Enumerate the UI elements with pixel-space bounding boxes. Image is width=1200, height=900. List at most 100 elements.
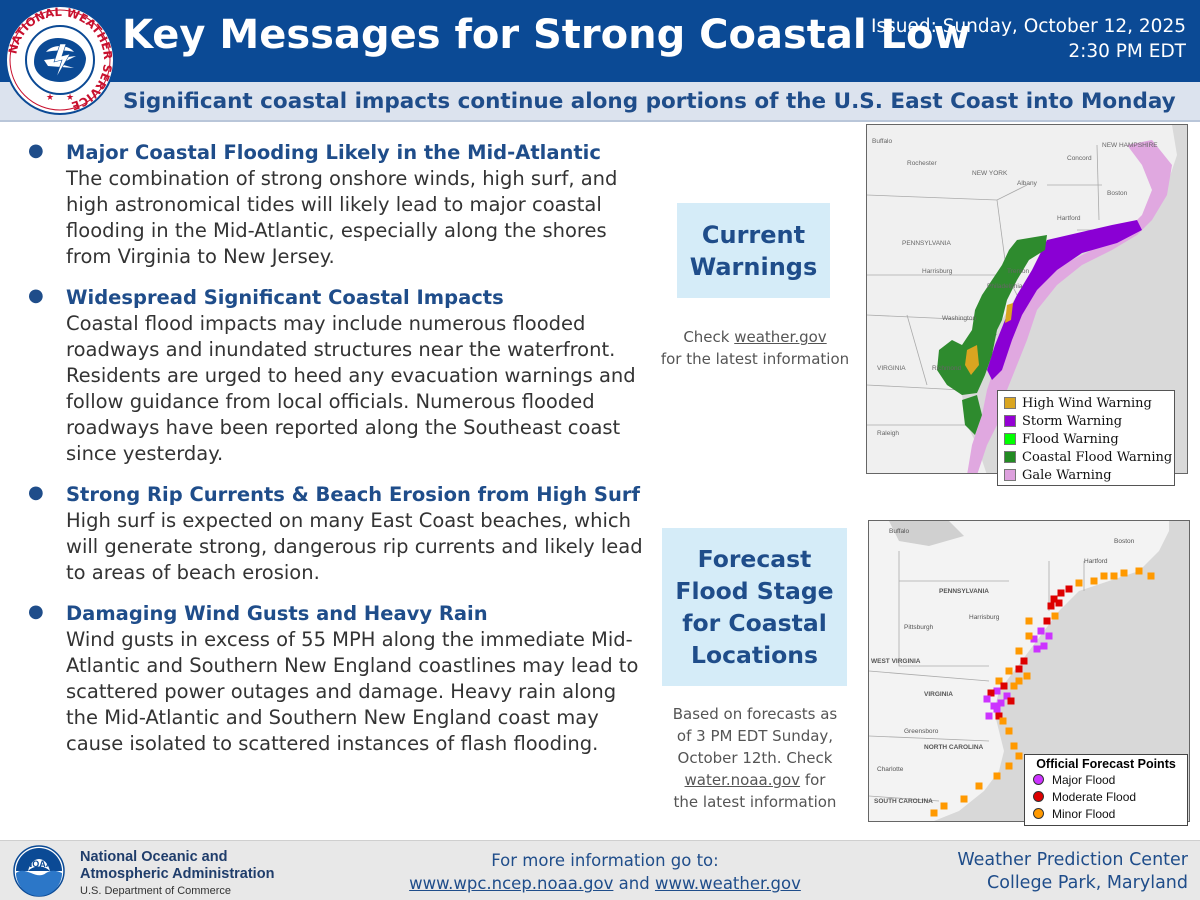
key-message-2: ● Widespread Significant Coastal Impacts… xyxy=(24,285,644,467)
legend-row-coastal-flood: Coastal Flood Warning xyxy=(998,448,1174,466)
warnings-note: Check weather.gov for the latest informa… xyxy=(660,326,850,370)
map-label-charlotte: Charlotte xyxy=(877,766,904,773)
noaa-logo-icon: NOAA xyxy=(13,845,65,897)
legend-label: Gale Warning xyxy=(1022,467,1112,483)
flood-point-marker xyxy=(1055,599,1063,607)
map-label-south-carolina: SOUTH CAROLINA xyxy=(874,798,933,805)
page-subtitle: Significant coastal impacts continue alo… xyxy=(123,89,1176,114)
forecast-note: Based on forecasts as of 3 PM EDT Sunday… xyxy=(650,703,860,813)
water-noaa-gov-link[interactable]: water.noaa.gov xyxy=(684,771,801,789)
legend-swatch-icon xyxy=(1004,433,1016,445)
flood-point-marker xyxy=(1007,697,1015,705)
forecast-label-line2: Flood Stage xyxy=(675,577,834,605)
flood-point-marker xyxy=(1033,645,1041,653)
bullet-dot-icon: ● xyxy=(28,285,44,306)
flood-point-marker xyxy=(1015,752,1023,760)
warnings-note-post: for the latest information xyxy=(660,350,850,368)
legend-swatch-icon xyxy=(1004,469,1016,481)
flood-point-marker xyxy=(985,712,993,720)
key-message-body: Coastal flood impacts may include numero… xyxy=(66,312,636,465)
flood-point-marker xyxy=(1090,577,1098,585)
flood-point-marker xyxy=(1023,672,1031,680)
flood-point-marker xyxy=(1147,572,1155,580)
flood-point-marker xyxy=(1065,585,1073,593)
flood-point-marker xyxy=(1003,692,1011,700)
flood-point-marker xyxy=(1047,602,1055,610)
flood-point-marker xyxy=(1015,677,1023,685)
map-label-raleigh: Raleigh xyxy=(877,430,899,437)
header-bar: Key Messages for Strong Coastal Low Issu… xyxy=(0,0,1200,82)
map-label-trenton: Trenton xyxy=(1007,268,1030,275)
legend-row-gale: Gale Warning xyxy=(998,466,1174,484)
flood-point-marker xyxy=(1030,635,1038,643)
issued-date: Issued: Sunday, October 12, 2025 xyxy=(871,16,1186,37)
flood-point-marker xyxy=(987,689,995,697)
coastal-flood-warning-area xyxy=(937,235,1047,395)
flood-point-marker xyxy=(993,705,1001,713)
flood-point-marker xyxy=(995,677,1003,685)
map-label-greensboro: Greensboro xyxy=(904,728,939,735)
key-message-1: ● Major Coastal Flooding Likely in the M… xyxy=(24,140,644,270)
ocean-area xyxy=(962,125,1187,473)
legend-dot-icon xyxy=(1033,774,1044,785)
map-label-washington: Washington xyxy=(942,315,976,322)
map-label-new-york: NEW YORK xyxy=(972,170,1008,177)
flood-point-marker xyxy=(997,699,1005,707)
high-wind-warning-area-2 xyxy=(1005,303,1013,323)
key-message-body: High surf is expected on many East Coast… xyxy=(66,509,643,584)
key-message-4: ● Damaging Wind Gusts and Heavy Rain Win… xyxy=(24,601,644,757)
key-messages-list: ● Major Coastal Flooding Likely in the M… xyxy=(24,140,644,772)
key-message-heading: Strong Rip Currents & Beach Erosion from… xyxy=(66,483,640,506)
map-label-virginia: VIRGINIA xyxy=(924,691,953,698)
map-label-boston: Boston xyxy=(1107,190,1128,197)
map-label-virginia: VIRGINIA xyxy=(877,365,906,372)
flood-point-marker xyxy=(1005,727,1013,735)
flood-points-group xyxy=(930,567,1155,817)
forecast-flood-label: Forecast Flood Stage for Coastal Locatio… xyxy=(662,528,847,686)
key-message-heading: Major Coastal Flooding Likely in the Mid… xyxy=(66,141,601,164)
wpc-credit: Weather Prediction Center College Park, … xyxy=(957,849,1188,895)
flood-point-marker xyxy=(993,772,1001,780)
map-label-richmond: Richmond xyxy=(932,365,962,372)
noaa-department: U.S. Department of Commerce xyxy=(80,885,231,897)
flood-point-marker xyxy=(1005,667,1013,675)
bullet-dot-icon: ● xyxy=(28,482,44,503)
map-label-philadelphia: Philadelphia xyxy=(987,283,1023,290)
map-label-boston: Boston xyxy=(1114,538,1135,545)
weather-gov-footer-link[interactable]: www.weather.gov xyxy=(654,874,801,893)
flood-point-marker xyxy=(1005,762,1013,770)
nws-logo-icon: NATIONAL WEATHER SERVICE ★ ★ xyxy=(5,5,115,115)
flood-point-marker xyxy=(1050,595,1058,603)
flood-point-marker xyxy=(1051,612,1059,620)
current-warnings-label: Current Warnings xyxy=(677,203,830,298)
map-label-pennsylvania: PENNSYLVANIA xyxy=(902,240,952,247)
key-message-body: The combination of strong onshore winds,… xyxy=(66,167,618,268)
legend-row-storm: Storm Warning xyxy=(998,412,1174,430)
ocean-area xyxy=(934,521,1189,821)
svg-text:★: ★ xyxy=(66,93,74,103)
issued-timestamp: Issued: Sunday, October 12, 2025 2:30 PM… xyxy=(871,14,1186,64)
weather-gov-link[interactable]: weather.gov xyxy=(734,328,827,346)
map-label-hartford: Hartford xyxy=(1084,558,1108,565)
map-label-rochester: Rochester xyxy=(907,160,937,167)
legend-label: Storm Warning xyxy=(1022,413,1123,429)
legend-row-flood: Flood Warning xyxy=(998,430,1174,448)
bullet-dot-icon: ● xyxy=(28,140,44,161)
noaa-name: National Oceanic and Atmospheric Adminis… xyxy=(80,849,274,883)
wpc-location: College Park, Maryland xyxy=(987,873,1188,893)
wpc-link[interactable]: www.wpc.ncep.noaa.gov xyxy=(409,874,614,893)
current-warnings-label-line2: Warnings xyxy=(689,252,818,281)
map-label-harrisburg: Harrisburg xyxy=(969,614,1000,621)
map-label-pennsylvania: PENNSYLVANIA xyxy=(939,588,989,595)
forecast-note-line2: of 3 PM EDT Sunday, xyxy=(676,727,834,745)
lake-area xyxy=(889,521,964,546)
legend-dot-icon xyxy=(1033,791,1044,802)
legend-label: Minor Flood xyxy=(1052,806,1116,821)
flood-point-marker xyxy=(1010,742,1018,750)
legend-label: Coastal Flood Warning xyxy=(1022,449,1173,465)
flood-point-marker xyxy=(1000,682,1008,690)
wpc-name: Weather Prediction Center xyxy=(957,850,1188,870)
legend-swatch-icon xyxy=(1004,415,1016,427)
flood-point-marker xyxy=(1040,642,1048,650)
forecast-label-line4: Locations xyxy=(690,641,819,669)
